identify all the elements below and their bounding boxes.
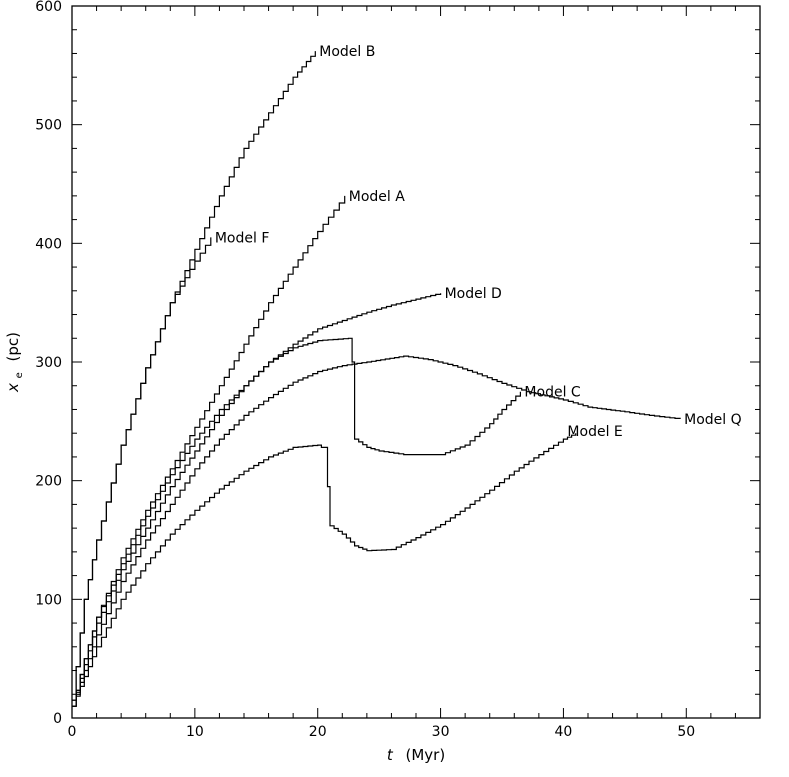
y-axis-symbol: x xyxy=(4,383,22,393)
y-tick-label: 200 xyxy=(35,474,62,490)
x-tick-label: 40 xyxy=(555,724,573,740)
x-axis-label: t (Myr) xyxy=(387,746,445,764)
x-tick-label: 50 xyxy=(677,724,695,740)
series-label-model-b: Model B xyxy=(319,44,375,60)
y-tick-label: 0 xyxy=(53,711,62,727)
series-line-model-e xyxy=(72,433,577,707)
series-label-model-c: Model C xyxy=(524,385,580,401)
series-label-model-q: Model Q xyxy=(684,412,742,428)
series-lines xyxy=(72,51,681,707)
series-label-model-a: Model A xyxy=(349,189,405,205)
series-line-model-c xyxy=(72,337,521,707)
y-axis-unit: (pc) xyxy=(4,332,22,361)
series-labels: Model B Model F Model A Model D Model C Model… xyxy=(215,44,742,440)
y-tick-label: 600 xyxy=(35,0,62,15)
x-axis-symbol: t xyxy=(387,746,394,764)
series-label-model-f: Model F xyxy=(215,230,270,246)
series-line-model-q xyxy=(72,355,681,707)
y-axis-subscript: e xyxy=(14,372,25,378)
y-tick-label: 500 xyxy=(35,118,62,134)
y-tick-label: 300 xyxy=(35,355,62,371)
series-label-model-e: Model E xyxy=(567,424,622,440)
y-axis-label: x e (pc) xyxy=(4,332,26,393)
axis-ticks xyxy=(71,5,761,719)
y-tick-label: 100 xyxy=(35,592,62,608)
x-tick-label: 0 xyxy=(68,724,77,740)
series-label-model-d: Model D xyxy=(445,286,502,302)
x-tick-label: 30 xyxy=(432,724,450,740)
x-tick-label: 10 xyxy=(186,724,204,740)
series-line-model-f xyxy=(72,237,212,701)
x-axis-unit: (Myr) xyxy=(405,746,445,764)
y-tick-label: 400 xyxy=(35,236,62,252)
series-line-model-a xyxy=(72,195,346,707)
x-tick-label: 20 xyxy=(309,724,327,740)
